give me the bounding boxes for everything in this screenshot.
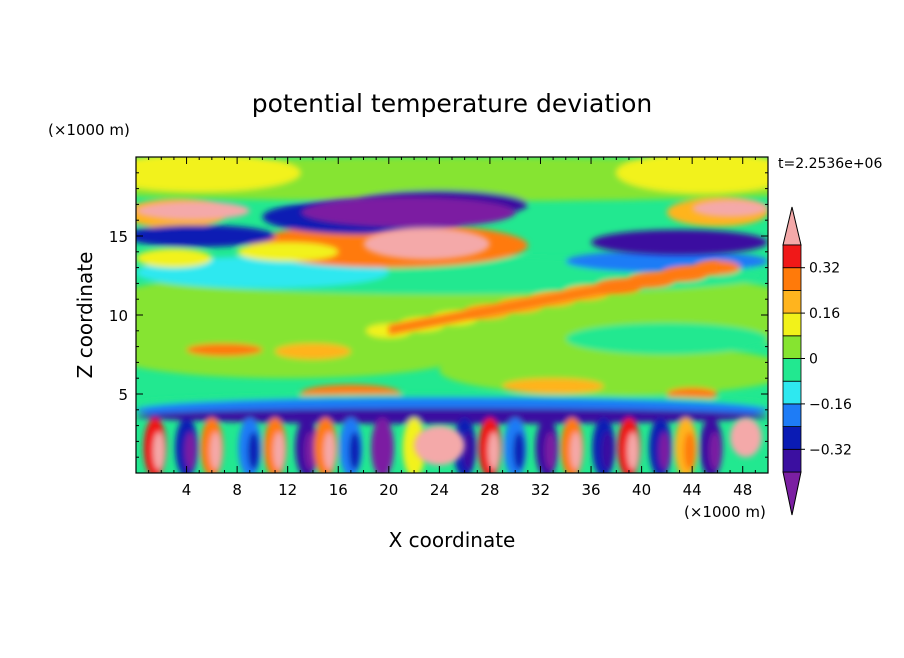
feature-near-surface-warm-x48: [730, 417, 762, 458]
colorbar-bin: [782, 289, 802, 314]
x-tick-label: 28: [480, 481, 499, 499]
colorbar-tick-label: 0.16: [809, 306, 840, 322]
x-axis: 4 8 12 16 20 24 28 32 36 40 44 48: [148, 157, 756, 499]
colorbar-bin: [782, 312, 802, 337]
colorbar-bin: [782, 244, 802, 269]
colorbar-bin: [782, 403, 802, 427]
x-tick-label: 48: [733, 481, 752, 499]
feature-upper-warm-layer-right: [692, 199, 768, 218]
chart-title: potential temperature deviation: [252, 89, 652, 118]
x-axis-label: X coordinate: [389, 528, 516, 552]
colorbar-tick-label: 0: [809, 352, 818, 368]
feature-tilted-warm-layer: [388, 262, 718, 335]
colorbar-bin: [782, 448, 802, 473]
x-tick-label: 36: [581, 481, 600, 499]
x-tick-label: 40: [632, 481, 651, 499]
y-tick-label: 15: [109, 228, 128, 246]
x-tick-label: 8: [232, 481, 242, 499]
y-tick-label: 10: [109, 307, 128, 325]
time-label: t=2.2536e+06: [778, 156, 882, 172]
colorbar-bin: [782, 380, 802, 405]
y-tick-label: 5: [118, 386, 128, 404]
colorbar-tick-label: 0.32: [809, 261, 840, 277]
colorbar-bin: [782, 267, 802, 291]
y-unit-label: (×1000 m): [48, 121, 130, 139]
x-tick-label: 24: [430, 481, 449, 499]
y-axis: 5 10 15: [109, 172, 768, 458]
x-tick-label: 12: [278, 481, 297, 499]
contour-field: [136, 157, 768, 473]
colorbar-tick-label: −0.16: [809, 397, 852, 413]
colorbar-bin-max: [782, 206, 802, 246]
colorbar-tick-label: −0.32: [809, 442, 852, 458]
colorbar-bin: [782, 358, 802, 382]
x-tick-label: 32: [531, 481, 550, 499]
x-unit-label: (×1000 m): [684, 503, 766, 521]
x-tick-label: 16: [329, 481, 348, 499]
colorbar-bin: [782, 335, 802, 359]
feature-warm-anomaly-z14: [363, 228, 490, 260]
feature-upper-cold-band: [300, 196, 516, 229]
colorbar: −0.32 −0.16 0 0.16 0.32: [782, 206, 852, 516]
x-tick-label: 4: [182, 481, 192, 499]
colorbar-bin-min: [782, 471, 802, 516]
x-tick-label: 44: [683, 481, 702, 499]
y-axis-label: Z coordinate: [73, 252, 97, 379]
feature-near-surface-warm-x24: [414, 425, 465, 466]
feature-cold-band-z14: [591, 229, 768, 255]
x-tick-label: 20: [379, 481, 398, 499]
field-features: [136, 196, 768, 466]
feature-upper-warm-layer-left: [136, 201, 250, 221]
colorbar-bin: [782, 426, 802, 450]
